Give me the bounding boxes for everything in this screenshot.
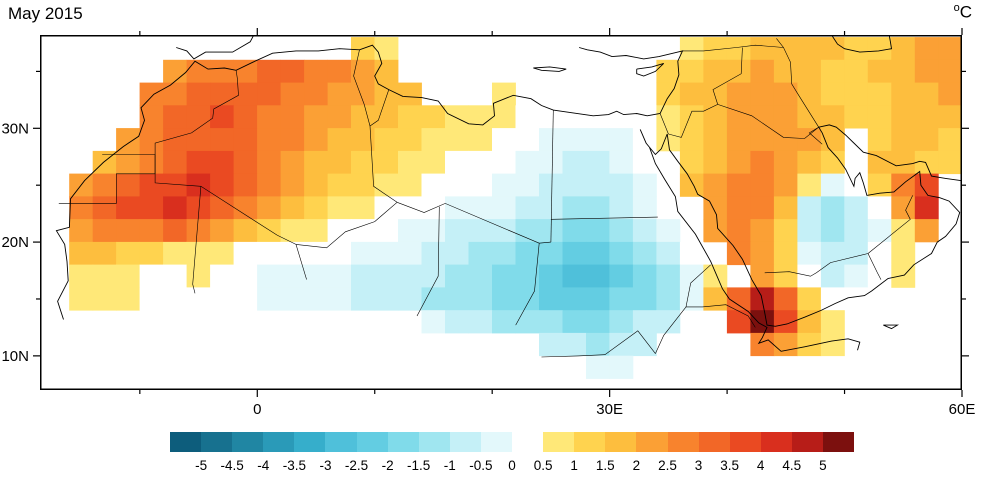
coastline <box>533 66 567 72</box>
country-border <box>541 330 656 358</box>
x-tick-label: 0 <box>253 401 261 418</box>
coastline <box>818 124 961 182</box>
country-border <box>655 306 687 354</box>
country-border <box>369 89 390 127</box>
country-border <box>685 264 756 328</box>
colorbar-tick-label: -3 <box>319 458 332 473</box>
coastline-layer <box>55 35 961 358</box>
colorbar-cell <box>543 432 575 452</box>
country-border <box>416 206 440 317</box>
colorbar-tick-label: -1.5 <box>407 458 431 473</box>
coastline <box>55 44 684 320</box>
colorbar-cell <box>480 432 513 452</box>
country-border <box>369 125 398 203</box>
colorbar-cell <box>512 432 544 452</box>
y-tick-label: 30N <box>1 120 29 137</box>
colorbar-tick-label: -2.5 <box>344 458 369 473</box>
colorbar-cell <box>170 432 202 452</box>
colorbar-cell <box>263 432 295 452</box>
colorbar-cell <box>667 432 699 452</box>
colorbar-tick-label: -5 <box>195 458 208 473</box>
colorbar-cell <box>605 432 637 452</box>
country-border <box>396 202 551 244</box>
colorbar-tick-label: 4 <box>756 458 765 473</box>
colorbar-tick-label: -1 <box>443 458 456 473</box>
colorbar-cell <box>822 432 855 452</box>
map-canvas: 0 30E 60E 10N 20N 30N <box>1 28 975 418</box>
units-main: C <box>959 2 972 22</box>
country-border <box>550 216 658 220</box>
country-border <box>550 110 554 243</box>
colorbar-tick-label: -2 <box>381 458 394 473</box>
colorbar-tick-label: -0.5 <box>469 458 493 473</box>
units-sup: o <box>953 2 960 14</box>
colorbar-tick-label: 2 <box>632 458 641 473</box>
country-border <box>154 70 239 155</box>
colorbar-cell <box>325 432 357 452</box>
colorbar-tick-label: 3.5 <box>720 458 739 473</box>
colorbar-tick-label: 3 <box>694 458 703 473</box>
x-tick-label: 60E <box>949 401 976 418</box>
country-border <box>867 195 913 254</box>
colorbar-cell <box>449 432 481 452</box>
country-border <box>295 202 398 249</box>
axis-ticks <box>33 28 969 397</box>
coastline <box>831 35 893 53</box>
colorbar-cell <box>760 432 792 452</box>
country-border <box>776 38 819 128</box>
country-border <box>668 104 718 138</box>
colorbar-cell <box>729 432 761 452</box>
y-tick-label: 20N <box>1 234 29 251</box>
country-border <box>867 253 882 280</box>
colorbar-cell <box>356 432 388 452</box>
coastline <box>636 62 665 77</box>
colorbar-tick-label: 5 <box>819 458 827 473</box>
coastline <box>666 126 961 327</box>
colorbar-tick-label: -3.5 <box>282 458 307 473</box>
colorbar-tick-label: -4 <box>257 458 270 473</box>
units-label: oC <box>954 2 972 23</box>
colorbar-cell <box>791 432 823 452</box>
coastline <box>883 324 900 330</box>
country-border <box>717 104 819 139</box>
coastline <box>649 147 861 352</box>
plot-frame <box>40 35 962 390</box>
plot-title: May 2015 <box>8 4 83 23</box>
colorbar-cell <box>698 432 730 452</box>
anomaly-cells <box>69 37 962 379</box>
country-border <box>764 253 869 277</box>
colorbar-tick-label: 1.5 <box>595 458 615 473</box>
country-border <box>712 47 743 105</box>
colorbar-tick-label: 1 <box>570 458 578 473</box>
country-border <box>659 113 669 135</box>
x-tick-label: 30E <box>596 401 623 418</box>
country-border <box>353 49 371 127</box>
country-border <box>192 186 202 294</box>
country-border <box>808 126 823 145</box>
colorbar-cells <box>170 432 855 452</box>
colorbar-cell <box>201 432 233 452</box>
y-tick-label: 10N <box>1 348 29 365</box>
coastline <box>639 129 668 156</box>
map-plot: 0 30E 60E 10N 20N 30N <box>1 28 975 418</box>
colorbar: -5 -4.5 -4 -3.5 -3 -2.5 -2 -1.5 -1 -0.5 0 0.5 1 1.5 2 2… <box>170 432 855 473</box>
colorbar-tick-label: 0.5 <box>533 458 553 473</box>
colorbar-cell <box>418 432 450 452</box>
coastline <box>176 35 255 60</box>
colorbar-cell <box>387 432 419 452</box>
country-border <box>682 44 784 52</box>
colorbar-tick-label: 2.5 <box>658 458 677 473</box>
colorbar-tick-label: 4.5 <box>782 458 802 473</box>
colorbar-cell <box>294 432 326 452</box>
colorbar-tick-label: -4.5 <box>220 458 244 473</box>
colorbar-cell <box>574 432 606 452</box>
country-border <box>515 243 540 326</box>
colorbar-cell <box>636 432 668 452</box>
colorbar-tick-label: 0 <box>508 458 516 473</box>
country-border <box>295 244 307 280</box>
colorbar-cell <box>232 432 264 452</box>
